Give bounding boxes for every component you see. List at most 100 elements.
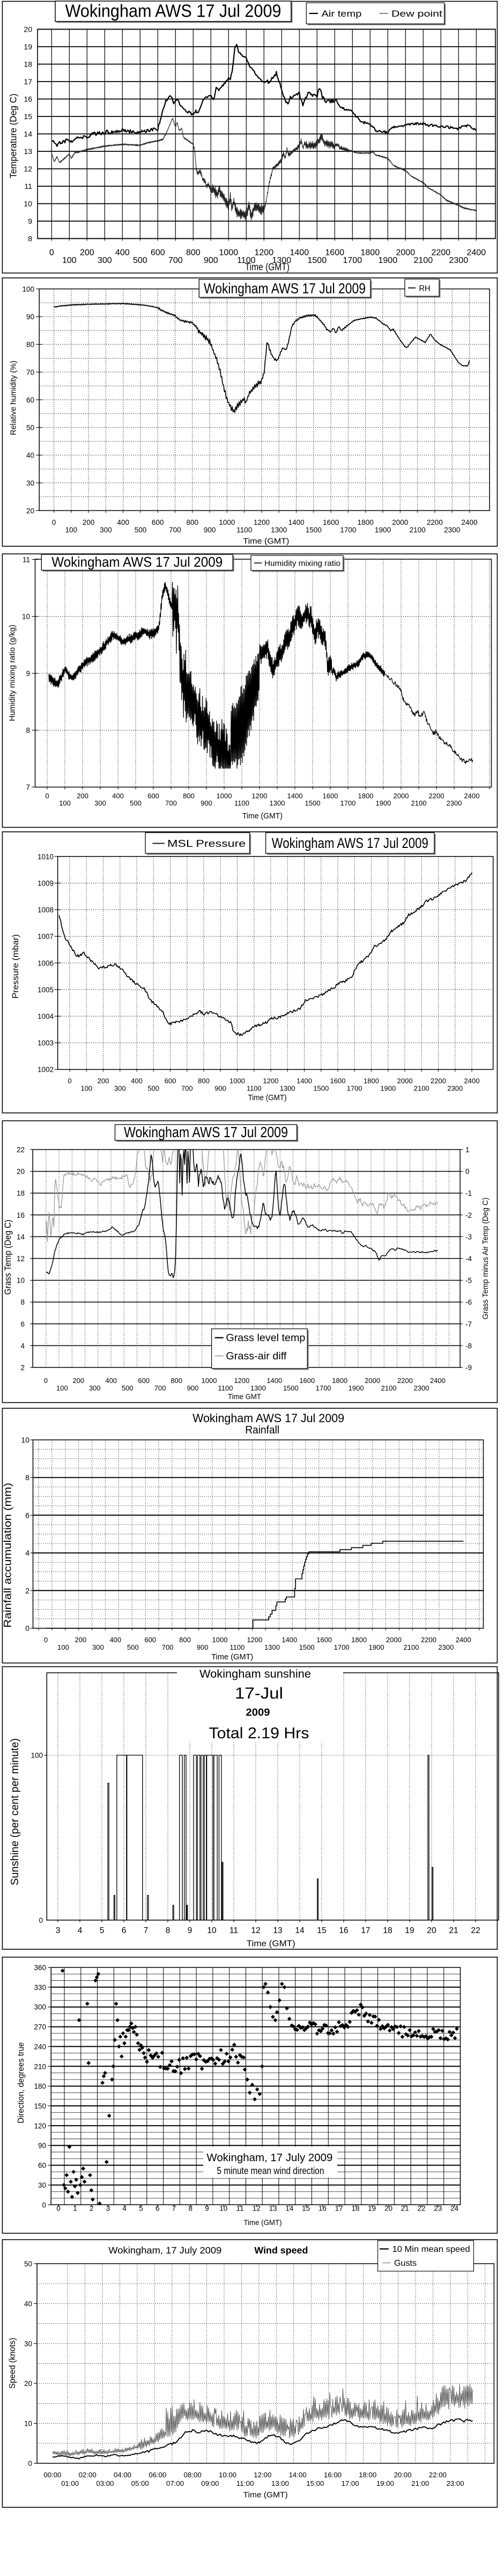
svg-text:19: 19	[405, 1926, 414, 1935]
svg-text:2200: 2200	[421, 1636, 436, 1644]
svg-text:2300: 2300	[438, 1643, 454, 1651]
svg-text:200: 200	[75, 1636, 87, 1644]
svg-text:1000: 1000	[212, 1636, 228, 1644]
svg-text:500: 500	[147, 1085, 159, 1093]
svg-text:Humidity mixing ratio (g/kg): Humidity mixing ratio (g/kg)	[9, 625, 17, 721]
svg-text:180: 180	[34, 2082, 46, 2090]
svg-text:10: 10	[22, 613, 30, 621]
svg-text:Rainfall accumulation (mm): Rainfall accumulation (mm)	[3, 1483, 14, 1628]
svg-text:Wokingham AWS 17 Jul 2009: Wokingham AWS 17 Jul 2009	[204, 281, 366, 297]
svg-text:2300: 2300	[447, 799, 462, 807]
svg-text:13: 13	[273, 1926, 282, 1935]
svg-text:800: 800	[186, 248, 201, 258]
svg-text:2000: 2000	[394, 792, 409, 800]
svg-text:300: 300	[89, 1384, 101, 1392]
svg-text:2000: 2000	[396, 248, 416, 258]
svg-text:800: 800	[179, 1636, 191, 1644]
svg-text:14: 14	[24, 130, 32, 138]
svg-text:1005: 1005	[38, 986, 54, 994]
svg-text:4: 4	[78, 1926, 83, 1935]
svg-text:18: 18	[383, 1926, 392, 1935]
svg-text:22: 22	[17, 1146, 25, 1154]
svg-text:2: 2	[25, 1586, 29, 1595]
svg-text:9: 9	[188, 1926, 192, 1935]
svg-text:9: 9	[28, 217, 32, 225]
svg-text:600: 600	[144, 1636, 156, 1644]
svg-text:10: 10	[17, 1277, 25, 1285]
svg-text:600: 600	[138, 1377, 150, 1385]
svg-text:10: 10	[21, 1436, 29, 1444]
svg-text:1600: 1600	[330, 1077, 346, 1085]
svg-text:2200: 2200	[432, 248, 451, 258]
svg-text:23:00: 23:00	[447, 2479, 464, 2487]
svg-text:100: 100	[80, 1085, 92, 1093]
svg-text:1000: 1000	[219, 518, 235, 526]
svg-text:1400: 1400	[281, 1636, 297, 1644]
svg-text:800: 800	[187, 518, 199, 526]
svg-text:16: 16	[318, 2205, 327, 2213]
svg-text:1010: 1010	[38, 853, 54, 861]
svg-text:600: 600	[152, 518, 164, 526]
svg-text:0: 0	[42, 2201, 46, 2209]
svg-text:700: 700	[165, 799, 177, 807]
svg-text:2400: 2400	[464, 1077, 480, 1085]
svg-text:500: 500	[133, 256, 147, 265]
svg-text:1500: 1500	[308, 256, 327, 265]
svg-text:Wind speed: Wind speed	[254, 2245, 308, 2256]
svg-text:90: 90	[26, 313, 34, 321]
svg-text:23: 23	[434, 2205, 442, 2213]
svg-text:120: 120	[34, 2122, 46, 2130]
svg-text:1200: 1200	[247, 1636, 262, 1644]
svg-text:02:00: 02:00	[79, 2471, 97, 2479]
svg-text:1100: 1100	[237, 256, 256, 265]
svg-text:2: 2	[20, 1364, 25, 1372]
svg-text:17:00: 17:00	[342, 2479, 359, 2487]
svg-text:20: 20	[384, 2205, 392, 2213]
svg-text:2400: 2400	[430, 1377, 446, 1385]
svg-text:15: 15	[302, 2205, 310, 2213]
svg-text:150: 150	[34, 2102, 46, 2110]
svg-text:2200: 2200	[427, 518, 443, 526]
svg-text:100: 100	[62, 256, 77, 265]
svg-text:6: 6	[155, 2205, 160, 2213]
svg-text:16:00: 16:00	[324, 2471, 342, 2479]
svg-text:1009: 1009	[38, 880, 54, 888]
svg-text:500: 500	[130, 799, 142, 807]
svg-text:Sunshine (per cent per minute): Sunshine (per cent per minute)	[9, 1738, 21, 1885]
svg-text:400: 400	[117, 518, 129, 526]
svg-text:20: 20	[24, 2380, 32, 2388]
svg-text:1000: 1000	[217, 792, 232, 800]
svg-text:1800: 1800	[361, 248, 380, 258]
svg-text:-5: -5	[465, 1277, 472, 1285]
svg-text:Grass level temp: Grass level temp	[226, 1332, 305, 1344]
svg-text:09:00: 09:00	[201, 2479, 219, 2487]
svg-text:1008: 1008	[38, 906, 54, 914]
svg-text:1600: 1600	[325, 248, 345, 258]
svg-text:2100: 2100	[381, 1384, 397, 1392]
svg-text:1200: 1200	[234, 1377, 249, 1385]
svg-text:16: 16	[24, 95, 32, 104]
svg-text:80: 80	[26, 341, 34, 349]
svg-text:Time (GMT): Time (GMT)	[248, 1094, 287, 1102]
svg-text:2000: 2000	[386, 1636, 402, 1644]
svg-text:1800: 1800	[364, 1077, 379, 1085]
svg-text:1100: 1100	[234, 799, 249, 807]
svg-text:2200: 2200	[397, 1377, 413, 1385]
svg-text:1500: 1500	[306, 526, 322, 534]
svg-text:14:00: 14:00	[289, 2471, 307, 2479]
svg-text:2000: 2000	[365, 1377, 380, 1385]
svg-text:Time (GMT): Time (GMT)	[244, 2218, 282, 2227]
svg-text:300: 300	[34, 2003, 46, 2011]
svg-text:1800: 1800	[332, 1377, 347, 1385]
svg-text:270: 270	[34, 2023, 46, 2031]
svg-text:0: 0	[465, 1168, 470, 1176]
svg-text:8: 8	[25, 1473, 29, 1482]
svg-text:300: 300	[94, 799, 106, 807]
svg-text:20: 20	[24, 25, 32, 34]
svg-text:100: 100	[65, 526, 78, 534]
svg-text:5 minute mean wind direction: 5 minute mean wind direction	[217, 2165, 324, 2176]
svg-text:06:00: 06:00	[149, 2471, 166, 2479]
svg-text:Rainfall: Rainfall	[245, 1424, 279, 1436]
svg-text:-9: -9	[465, 1364, 472, 1372]
svg-text:Time GMT: Time GMT	[228, 1393, 261, 1401]
